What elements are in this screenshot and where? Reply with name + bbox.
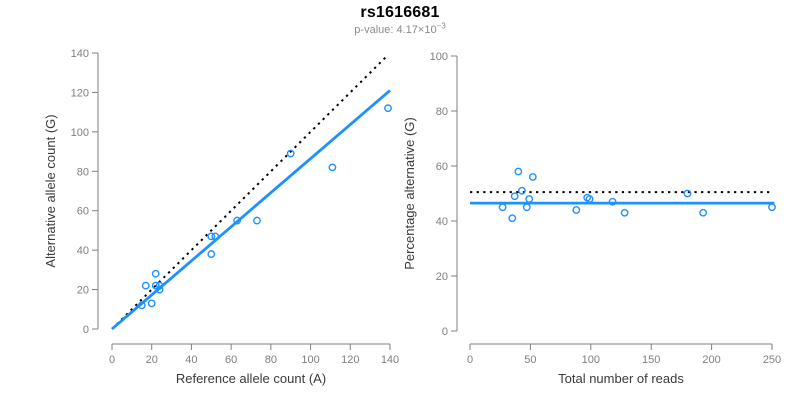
- page-title: rs1616681: [360, 4, 440, 21]
- x-tick-label: 100: [582, 354, 600, 366]
- x-tick-label: 150: [642, 354, 660, 366]
- y-tick-label: 140: [71, 48, 89, 60]
- data-point: [151, 269, 160, 278]
- data-point: [253, 216, 261, 225]
- x-tick-label: 120: [341, 354, 359, 366]
- regression-line: [111, 89, 391, 331]
- data-point: [620, 208, 629, 217]
- p-value-base: p-value: 4.17×10: [354, 24, 437, 36]
- x-tick-label: 140: [381, 354, 399, 366]
- data-point: [207, 232, 216, 241]
- y-tick-label: 120: [71, 87, 89, 99]
- x-axis-title: Reference allele count (A): [176, 371, 326, 386]
- y-tick-label: 60: [436, 161, 448, 173]
- x-tick-label: 50: [524, 354, 536, 366]
- data-point: [683, 189, 692, 198]
- x-tick-label: 60: [225, 354, 237, 366]
- y-tick-label: 40: [436, 216, 448, 228]
- data-point: [608, 197, 617, 206]
- data-point: [141, 281, 150, 290]
- y-tick-label: 0: [83, 324, 89, 336]
- p-value-exponent: −3: [436, 21, 446, 31]
- data-point: [522, 203, 531, 212]
- identity-line: [111, 56, 387, 330]
- p-value-subtitle: p-value: 4.17×10−3: [0, 21, 800, 36]
- data-point: [518, 186, 526, 195]
- y-axis-title: Percentage alternative (G): [402, 117, 417, 269]
- x-tick-label: 250: [763, 354, 781, 366]
- y-axis-title: Alternative allele count (G): [43, 114, 58, 267]
- x-tick-label: 40: [185, 354, 197, 366]
- plot-panel-1: 0 20 40 60 80 100 120 140 0 20 40 60 80 100 120 140 Refe…: [43, 48, 399, 386]
- y-tick-label: 0: [442, 326, 448, 338]
- y-tick-label: 80: [436, 106, 448, 118]
- data-point: [233, 216, 242, 225]
- x-tick-label: 80: [265, 354, 277, 366]
- x-tick-label: 100: [301, 354, 319, 366]
- x-tick-label: 200: [702, 354, 720, 366]
- data-point: [137, 301, 146, 310]
- data-point: [572, 206, 581, 214]
- x-tick-label: 0: [109, 354, 115, 366]
- y-tick-label: 80: [77, 166, 89, 178]
- plot-panel-2: 0 20 40 60 80 100 0 50 100 150 200 250 Total number …: [402, 51, 781, 386]
- data-point: [286, 149, 295, 158]
- x-axis-title: Total number of reads: [558, 371, 684, 386]
- data-point: [328, 163, 337, 172]
- y-tick-label: 100: [71, 127, 89, 139]
- data-point: [151, 281, 160, 290]
- data-point: [207, 250, 216, 258]
- y-tick-label: 60: [77, 206, 89, 218]
- data-point: [147, 299, 156, 308]
- data-point: [528, 173, 537, 181]
- y-tick-label: 20: [77, 285, 89, 297]
- data-point: [155, 285, 164, 294]
- data-point: [699, 208, 708, 217]
- data-point: [155, 281, 164, 290]
- data-point: [384, 104, 392, 113]
- x-tick-label: 20: [146, 354, 158, 366]
- y-tick-label: 100: [430, 51, 448, 63]
- data-point: [525, 195, 534, 203]
- y-tick-label: 40: [77, 245, 89, 257]
- data-point: [211, 232, 220, 241]
- data-point: [585, 195, 594, 203]
- data-point: [510, 192, 519, 201]
- data-point: [498, 203, 507, 212]
- data-point: [508, 214, 517, 223]
- data-point: [768, 203, 776, 212]
- data-point: [514, 167, 523, 176]
- y-tick-label: 20: [436, 271, 448, 283]
- x-tick-label: 0: [467, 354, 473, 366]
